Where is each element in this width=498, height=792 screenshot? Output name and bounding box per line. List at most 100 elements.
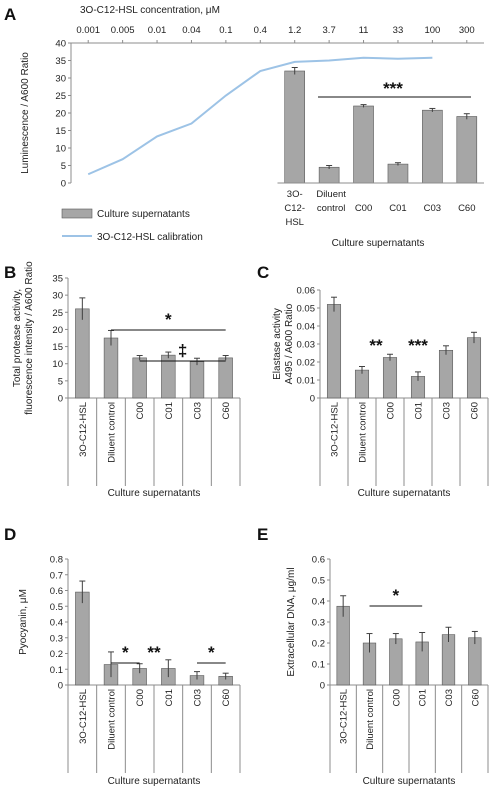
bar-c03 <box>189 361 205 399</box>
bar-3o-c12-hsl <box>284 70 306 184</box>
category-label: Diluent control <box>365 689 376 750</box>
y-tick-label: 20 <box>52 325 63 336</box>
category-label: C01 <box>164 689 175 706</box>
category-label: C01 <box>414 402 425 419</box>
y-tick-label: 5 <box>58 376 63 387</box>
category-label: HSL <box>285 217 303 228</box>
category-label: C03 <box>444 689 455 706</box>
category-label: Diluent control <box>358 402 369 463</box>
x-axis-label: Culture supernatants <box>363 776 456 787</box>
significance-marker: * <box>122 643 129 662</box>
category-label: Diluent control <box>107 689 118 750</box>
top-tick-label: 3.7 <box>323 25 336 36</box>
bar-3o-c12-hsl <box>75 308 90 399</box>
y-tick-label: 35 <box>55 56 66 67</box>
top-tick-label: 0.04 <box>182 25 201 36</box>
category-label: 3O-C12-HSL <box>330 402 341 457</box>
category-label: C00 <box>135 689 146 706</box>
y-tick-label: 0.5 <box>50 602 63 613</box>
bar-c60 <box>466 337 482 399</box>
y-tick-label: 0.02 <box>297 358 316 369</box>
category-label: C00 <box>391 689 402 706</box>
category-label: 3O-C12-HSL <box>78 402 89 457</box>
category-label: C01 <box>418 689 429 706</box>
panel-e-label: E <box>257 525 268 544</box>
category-label: C12- <box>284 203 305 214</box>
bar-c60 <box>468 637 482 686</box>
calibration-line <box>87 56 433 176</box>
category-label: C03 <box>193 689 204 706</box>
bar-c60 <box>218 357 233 399</box>
y-tick-label: 0.7 <box>50 570 63 581</box>
category-label: C00 <box>135 402 146 419</box>
panel-a-label: A <box>4 5 16 24</box>
top-tick-label: 1.2 <box>288 25 301 36</box>
y-tick-label: 30 <box>52 291 63 302</box>
y-axis-label: Extracellular DNA, μg/ml <box>286 567 297 676</box>
top-tick-label: 0.001 <box>76 25 100 36</box>
bar-c00 <box>389 638 403 686</box>
panel-b-label: B <box>4 263 16 282</box>
y-tick-label: 0.01 <box>297 376 316 387</box>
y-tick-label: 15 <box>55 126 66 137</box>
y-tick-label: 0.4 <box>50 618 63 629</box>
y-tick-label: 20 <box>55 109 66 120</box>
y-tick-label: 5 <box>61 161 66 172</box>
bar-c03 <box>441 634 456 686</box>
y-tick-label: 0.4 <box>312 597 325 608</box>
top-tick-label: 0.1 <box>219 25 232 36</box>
category-label: C60 <box>458 203 475 214</box>
bar-c00 <box>132 357 147 399</box>
bar-c03 <box>422 109 443 184</box>
category-label: C01 <box>389 203 406 214</box>
y-tick-label: 0.1 <box>50 665 63 676</box>
y-tick-label: 0.5 <box>312 576 325 587</box>
y-tick-label: 25 <box>55 91 66 102</box>
category-label: C60 <box>221 689 232 706</box>
x-axis-label: Culture supernatants <box>332 238 425 249</box>
x-axis-label: Culture supernatants <box>108 776 201 787</box>
panel-c-label: C <box>257 263 269 282</box>
bar-c00 <box>382 357 398 399</box>
bar-c00 <box>353 105 374 184</box>
top-tick-label: 0.4 <box>254 25 267 36</box>
bar-diluent-control <box>318 166 340 184</box>
y-tick-label: 0.2 <box>312 639 325 650</box>
top-tick-label: 11 <box>359 25 369 36</box>
bar-c60 <box>456 116 478 184</box>
category-label: C03 <box>193 402 204 419</box>
category-label: control <box>317 203 346 214</box>
y-tick-label: 0.2 <box>50 649 63 660</box>
y-tick-label: 35 <box>52 274 63 285</box>
significance-marker: * <box>393 586 400 605</box>
y-tick-label: 0.8 <box>50 555 63 566</box>
bar-3o-c12-hsl <box>336 605 350 686</box>
significance-marker: ** <box>147 643 161 662</box>
y-tick-label: 0.1 <box>312 660 325 671</box>
y-tick-label: 30 <box>55 74 66 85</box>
y-tick-label: 0.6 <box>312 555 325 566</box>
category-label: C60 <box>221 402 232 419</box>
y-tick-label: 25 <box>52 308 63 319</box>
category-label: C00 <box>355 203 372 214</box>
significance-marker: * <box>208 643 215 662</box>
y-tick-label: 0.06 <box>297 286 316 297</box>
legend-label-culture: Culture supernatants <box>97 209 190 220</box>
y-tick-label: 0 <box>58 394 63 405</box>
top-tick-label: 33 <box>393 25 404 36</box>
legend-swatch-bar <box>61 208 93 219</box>
category-label: Diluent control <box>107 402 118 463</box>
top-tick-label: 0.01 <box>148 25 167 36</box>
category-label: C00 <box>386 402 397 419</box>
x-axis-label: Culture supernatants <box>108 488 201 499</box>
significance-marker: ** <box>369 336 383 355</box>
significance-marker: *** <box>408 336 428 355</box>
significance-marker: *** <box>383 79 403 98</box>
y-axis-label: fluorescence intensity / A600 Ratio <box>24 261 35 415</box>
bar-c03 <box>438 349 454 399</box>
y-tick-label: 0 <box>310 394 315 405</box>
bar-3o-c12-hsl <box>75 591 90 686</box>
y-tick-label: 15 <box>52 342 63 353</box>
y-axis-label: A495 / A600 Ratio <box>284 303 295 384</box>
bar-3o-c12-hsl <box>326 304 342 399</box>
